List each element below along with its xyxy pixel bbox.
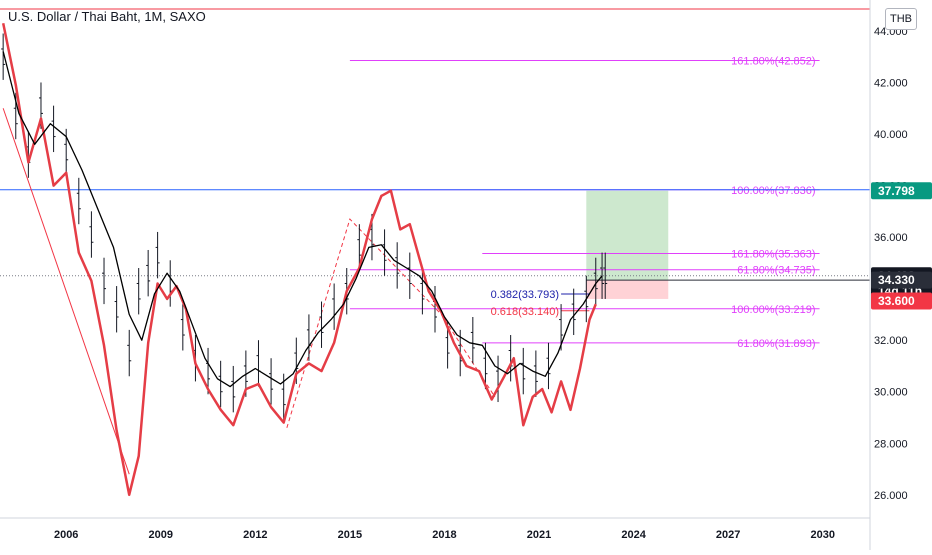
level-label: 61.80%(31.893) <box>737 338 815 350</box>
x-tick-label: 2030 <box>810 529 834 541</box>
zone-target <box>586 190 669 281</box>
level-label: 161.80%(35.363) <box>731 249 815 261</box>
zone-stop <box>586 280 669 299</box>
price-label-box <box>871 182 932 200</box>
diagonal-trendline <box>2 108 130 475</box>
x-tick-label: 2006 <box>54 529 78 541</box>
levels-layer: 161.80%(42.852) 100.00%(37.836) 161.80%(35… <box>349 56 820 350</box>
currency-button[interactable]: THB <box>885 8 917 30</box>
x-tick-label: 2018 <box>432 529 456 541</box>
chart-title: U.S. Dollar / Thai Baht, 1M, SAXO <box>8 9 206 24</box>
y-tick-label: 28.000 <box>874 438 908 450</box>
series-moving-average-black <box>2 51 603 388</box>
dashed-pattern-line <box>286 218 496 428</box>
x-tick-label: 2021 <box>527 529 551 541</box>
level-label: 61.80%(34.735) <box>737 265 815 277</box>
y-tick-label: 42.000 <box>874 77 908 89</box>
y-tick-label: 36.000 <box>874 232 908 244</box>
y-tick-label: 40.000 <box>874 129 908 141</box>
y-tick-label: 32.000 <box>874 335 908 347</box>
level-label: 161.80%(42.852) <box>731 56 815 68</box>
x-tick-label: 2015 <box>338 529 362 541</box>
level-label: 100.00%(37.836) <box>731 185 815 197</box>
series-layer <box>1 22 608 497</box>
price-label-text: 34.330 <box>878 273 915 287</box>
y-tick-label: 26.000 <box>874 490 908 502</box>
price-label-text: 33.600 <box>878 294 915 308</box>
series-indicator-red <box>1 22 597 497</box>
price-label-text: 37.798 <box>878 184 915 198</box>
level-label: 0.618(33.140) <box>491 306 560 318</box>
x-tick-label: 2024 <box>621 529 646 541</box>
price-label-box <box>871 271 932 289</box>
level-label: 100.00%(33.219) <box>731 304 815 316</box>
level-label: 0.382(33.793) <box>491 289 560 301</box>
x-tick-label: 2009 <box>149 529 173 541</box>
x-tick-label: 2012 <box>243 529 267 541</box>
zones-layer <box>586 190 669 299</box>
y-tick-label: 30.000 <box>874 387 908 399</box>
x-tick-label: 2027 <box>716 529 740 541</box>
drawings-layer <box>0 8 870 475</box>
price-label-box <box>871 292 932 310</box>
